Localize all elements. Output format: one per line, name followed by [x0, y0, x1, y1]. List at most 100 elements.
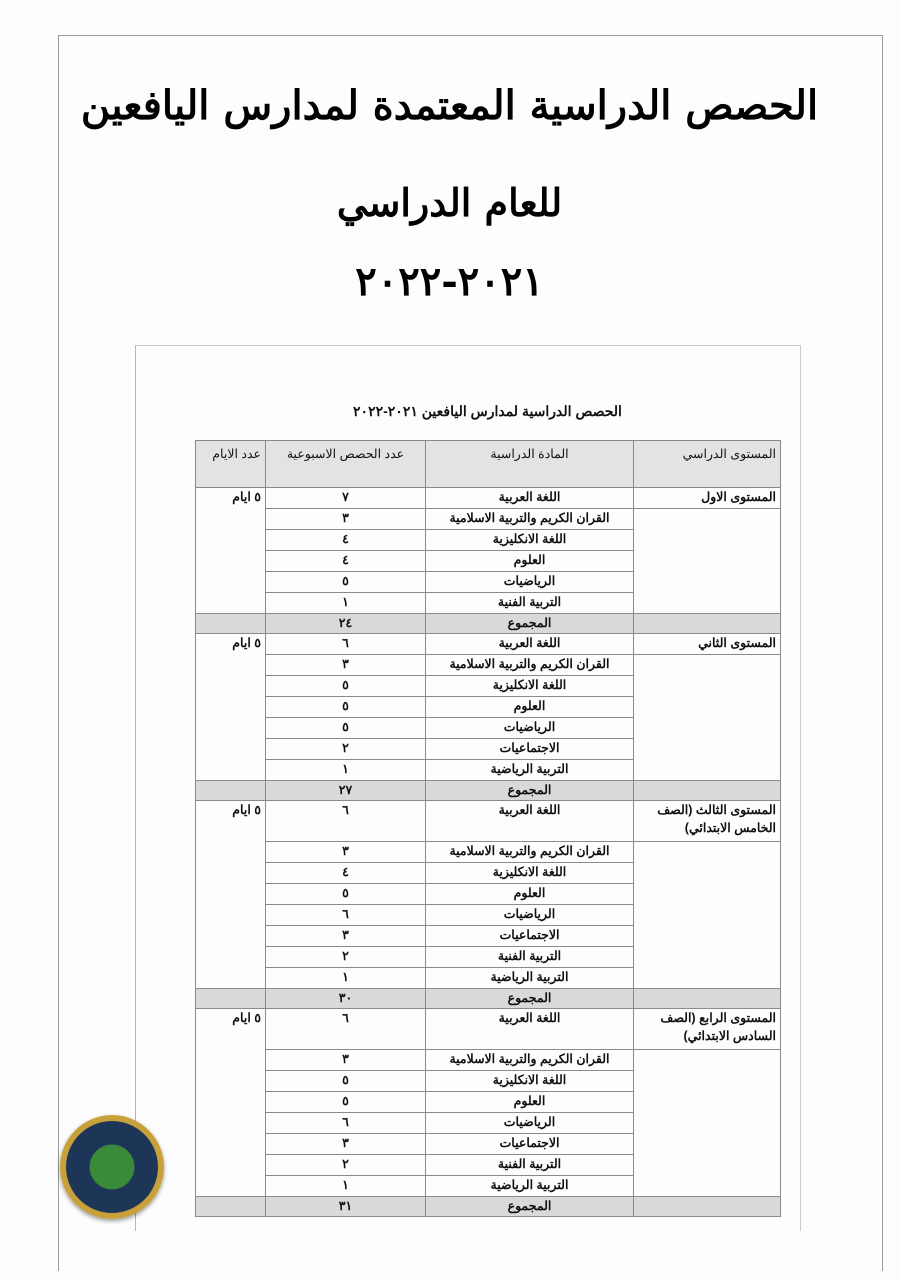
days-cell-empty — [195, 1133, 266, 1155]
table-row: القران الكريم والتربية الاسلامية ٣ — [195, 508, 781, 530]
academic-year: ٢٠٢١-٢٠٢٢ — [355, 258, 544, 305]
table-row: الاجتماعيات ٢ — [195, 738, 781, 760]
weekly-periods: ٥ — [265, 696, 426, 718]
subject-name: التربية الرياضية — [425, 1175, 634, 1197]
subject-name: الرياضيات — [425, 571, 634, 593]
subject-name: اللغة الانكليزية — [425, 529, 634, 551]
subject-name: اللغة الانكليزية — [425, 1070, 634, 1092]
days-cell-empty — [195, 1070, 266, 1092]
table-row: المستوى الثاني اللغة العربية ٦ ٥ ايام — [195, 633, 781, 655]
weekly-periods: ١ — [265, 967, 426, 989]
table-row: التربية الفنية ١ — [195, 592, 781, 614]
level-cell-empty — [633, 550, 781, 572]
days-cell-empty — [195, 738, 266, 760]
subject-name: الرياضيات — [425, 904, 634, 926]
level-cell-empty — [633, 675, 781, 697]
subject-name: اللغة العربية — [425, 633, 634, 655]
total-row: المجموع ٢٧ — [195, 780, 781, 801]
subject-name: القران الكريم والتربية الاسلامية — [425, 1049, 634, 1071]
level-cell-empty — [633, 571, 781, 593]
table-row: المستوى الرابع (الصف السادس الابتدائي) ال… — [195, 1008, 781, 1050]
total-label: المجموع — [425, 988, 634, 1009]
days-cell-empty — [195, 904, 266, 926]
table-row: الرياضيات ٦ — [195, 1112, 781, 1134]
days-cell-empty — [195, 883, 266, 905]
weekly-periods: ٥ — [265, 1070, 426, 1092]
weekly-periods: ٢ — [265, 738, 426, 760]
ministry-emblem-icon — [60, 1115, 164, 1219]
level-cell-empty — [633, 592, 781, 614]
subject-name: اللغة العربية — [425, 1008, 634, 1050]
total-label: المجموع — [425, 780, 634, 801]
level-name: المستوى الرابع (الصف السادس الابتدائي) — [633, 1008, 781, 1050]
level-cell-empty — [633, 1175, 781, 1197]
days-cell-empty — [195, 1112, 266, 1134]
weekly-periods: ٣ — [265, 1133, 426, 1155]
weekly-periods: ٦ — [265, 633, 426, 655]
table-row: العلوم ٥ — [195, 696, 781, 718]
level-cell-empty — [633, 1091, 781, 1113]
schedule-table: المستوى الدراسي المادة الدراسية عدد الحص… — [195, 440, 781, 1217]
weekly-periods: ٣ — [265, 1049, 426, 1071]
subject-name: العلوم — [425, 1091, 634, 1113]
subject-name: اللغة الانكليزية — [425, 675, 634, 697]
page-frame — [58, 35, 883, 1271]
total-days-empty — [195, 988, 266, 1009]
subject-name: الرياضيات — [425, 1112, 634, 1134]
total-label: المجموع — [425, 613, 634, 634]
weekly-periods: ٢ — [265, 946, 426, 968]
weekly-periods: ٦ — [265, 1008, 426, 1050]
days-cell-empty — [195, 529, 266, 551]
header-subject: المادة الدراسية — [425, 440, 634, 488]
table-row: الرياضيات ٦ — [195, 904, 781, 926]
days-cell-empty — [195, 654, 266, 676]
table-row: الرياضيات ٥ — [195, 717, 781, 739]
weekly-periods: ٢ — [265, 1154, 426, 1176]
level-cell-empty — [633, 759, 781, 781]
subject-name: العلوم — [425, 883, 634, 905]
days-cell-empty — [195, 717, 266, 739]
subject-name: اللغة العربية — [425, 487, 634, 509]
header-days: عدد الايام — [195, 440, 266, 488]
subject-name: القران الكريم والتربية الاسلامية — [425, 508, 634, 530]
days-count: ٥ ايام — [195, 633, 266, 655]
table-header-row: المستوى الدراسي المادة الدراسية عدد الحص… — [195, 440, 781, 488]
days-count: ٥ ايام — [195, 1008, 266, 1050]
table-row: التربية الرياضية ١ — [195, 967, 781, 989]
days-cell-empty — [195, 592, 266, 614]
days-cell-empty — [195, 1091, 266, 1113]
weekly-periods: ٤ — [265, 550, 426, 572]
weekly-periods: ٤ — [265, 862, 426, 884]
table-row: العلوم ٥ — [195, 1091, 781, 1113]
total-days-empty — [195, 780, 266, 801]
level-cell-empty — [633, 1133, 781, 1155]
level-cell-empty — [633, 946, 781, 968]
weekly-periods: ٣ — [265, 654, 426, 676]
weekly-periods: ٦ — [265, 800, 426, 842]
header-periods: عدد الحصص الاسبوعية — [265, 440, 426, 488]
level-cell-empty — [633, 1154, 781, 1176]
level-cell-empty — [633, 883, 781, 905]
table-row: الاجتماعيات ٣ — [195, 1133, 781, 1155]
level-name: المستوى الاول — [633, 487, 781, 509]
days-cell-empty — [195, 841, 266, 863]
total-periods: ٢٤ — [265, 613, 426, 634]
level-cell-empty — [633, 862, 781, 884]
table-row: التربية الفنية ٢ — [195, 1154, 781, 1176]
total-row: المجموع ٢٤ — [195, 613, 781, 634]
table-caption: الحصص الدراسية لمدارس اليافعين ٢٠٢١-٢٠٢٢ — [353, 403, 622, 419]
total-label: المجموع — [425, 1196, 634, 1217]
weekly-periods: ٣ — [265, 841, 426, 863]
level-cell-empty — [633, 508, 781, 530]
days-cell-empty — [195, 550, 266, 572]
level-cell-empty — [633, 1112, 781, 1134]
subject-name: اللغة الانكليزية — [425, 862, 634, 884]
table-row: المستوى الاول اللغة العربية ٧ ٥ ايام — [195, 487, 781, 509]
total-periods: ٣٠ — [265, 988, 426, 1009]
subject-name: القران الكريم والتربية الاسلامية — [425, 841, 634, 863]
subject-name: العلوم — [425, 696, 634, 718]
level-name: المستوى الثاني — [633, 633, 781, 655]
level-cell-empty — [633, 738, 781, 760]
level-cell-empty — [633, 1049, 781, 1071]
weekly-periods: ٦ — [265, 904, 426, 926]
